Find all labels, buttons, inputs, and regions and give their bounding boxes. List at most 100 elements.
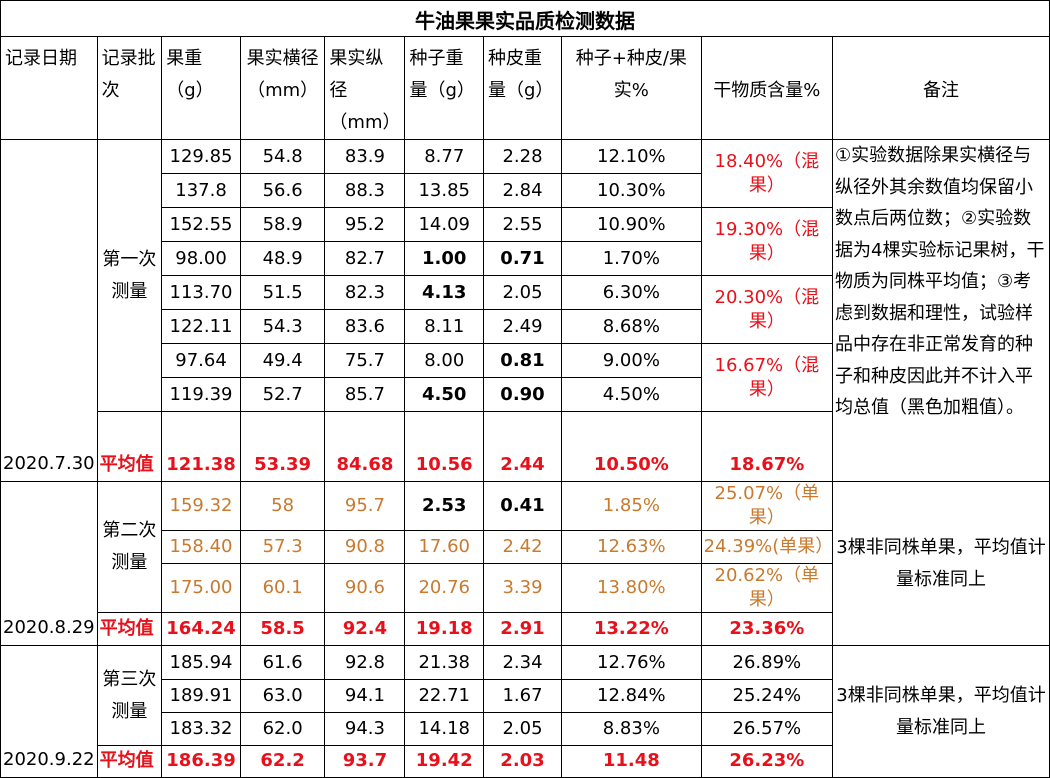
weight-cell: 183.32 — [161, 712, 241, 746]
table-row: 113.70 51.5 82.3 4.13 2.05 6.30% 20.30%（… — [1, 275, 1050, 344]
average-label: 平均值 — [96, 612, 163, 646]
peel-cell: 2.05 — [482, 275, 563, 310]
ratio-cell: 1.70% — [561, 241, 702, 276]
note-cell: 3棵非同株单果，平均值计量标准同上 — [832, 645, 1050, 778]
width-cell: 49.4 — [239, 343, 326, 378]
table-row: 183.32 62.0 94.3 14.18 2.05 8.83% 26.57% — [1, 712, 1050, 746]
header-ratio: 种子+种皮/果实% — [561, 36, 702, 140]
note-cell: 3棵非同株单果，平均值计量标准同上 — [832, 481, 1050, 646]
peel-cell: 2.05 — [482, 712, 563, 746]
seed-cell: 14.09 — [404, 207, 484, 242]
dry-cell: 20.30%（混果） — [700, 275, 834, 344]
header-row: 记录日期 记录批次 果重（g） 果实横径（mm） 果实纵径（mm） 种子重量（g… — [0, 36, 1050, 140]
length-cell: 92.8 — [324, 645, 406, 680]
width-cell: 60.1 — [239, 563, 326, 613]
ratio-cell: 1.85% — [561, 481, 702, 531]
length-cell: 85.7 — [324, 377, 406, 412]
width-cell: 57.3 — [239, 530, 326, 564]
length-cell: 90.8 — [324, 530, 406, 564]
dry-cell: 18.40%（混果） — [700, 139, 834, 208]
weight-cell: 98.00 — [161, 241, 241, 276]
table-row: 97.64 49.4 75.7 8.00 0.81 9.00% 16.67%（混… — [1, 343, 1050, 412]
header-peel: 种皮重量（g） — [482, 36, 563, 140]
width-cell: 52.7 — [239, 377, 326, 412]
header-dry: 干物质含量% — [700, 36, 834, 140]
table-row: 2020.7.30 第一次测量 129.85 54.8 83.9 8.77 2.… — [0, 139, 1050, 482]
width-cell: 58 — [239, 481, 326, 531]
dry-cell: 19.30%（混果） — [700, 207, 834, 276]
average-label: 平均值 — [96, 411, 163, 482]
seed-cell: 4.50 — [404, 377, 484, 412]
width-cell: 63.0 — [239, 679, 326, 713]
length-cell: 88.3 — [324, 173, 406, 208]
length-cell: 83.6 — [324, 309, 406, 344]
avg-length: 84.68 — [324, 411, 406, 482]
width-cell: 54.8 — [239, 139, 326, 174]
peel-cell: 2.49 — [482, 309, 563, 344]
ratio-cell: 13.80% — [561, 563, 702, 613]
length-cell: 94.1 — [324, 679, 406, 713]
length-cell: 94.3 — [324, 712, 406, 746]
seed-cell: 17.60 — [404, 530, 484, 564]
dry-cell: 16.67%（混果） — [700, 343, 834, 412]
width-cell: 51.5 — [239, 275, 326, 310]
peel-cell: 0.41 — [482, 481, 563, 531]
ratio-cell: 10.30% — [561, 173, 702, 208]
header-seed: 种子重量（g） — [404, 36, 484, 140]
table-row: 98.00 48.9 82.7 1.00 0.71 1.70% — [1, 241, 1050, 276]
average-label: 平均值 — [96, 745, 163, 778]
width-cell: 62.0 — [239, 712, 326, 746]
header-batch: 记录批次 — [96, 36, 163, 140]
date-cell: 2020.8.29 — [0, 481, 98, 646]
peel-cell: 0.71 — [482, 241, 563, 276]
avg-peel: 2.91 — [482, 612, 563, 646]
average-row: 平均值 121.38 53.39 84.68 10.56 2.44 10.50%… — [1, 411, 1050, 482]
weight-cell: 175.00 — [161, 563, 241, 613]
length-cell: 90.6 — [324, 563, 406, 613]
seed-cell: 8.77 — [404, 139, 484, 174]
dry-cell: 25.07%（单果） — [700, 481, 834, 531]
table-row: 122.11 54.3 83.6 8.11 2.49 8.68% — [1, 309, 1050, 344]
avg-ratio: 10.50% — [561, 411, 702, 482]
avg-ratio: 13.22% — [561, 612, 702, 646]
batch-cell: 第三次测量 — [96, 645, 163, 746]
header-weight: 果重（g） — [161, 36, 241, 140]
length-cell: 95.2 — [324, 207, 406, 242]
avg-seed: 10.56 — [404, 411, 484, 482]
peel-cell: 0.90 — [482, 377, 563, 412]
table-row: 2020.9.22 第三次测量 185.94 61.6 92.8 21.38 2… — [0, 645, 1050, 778]
seed-cell: 8.00 — [404, 343, 484, 378]
width-cell: 56.6 — [239, 173, 326, 208]
avg-peel: 2.44 — [482, 411, 563, 482]
avg-width: 58.5 — [239, 612, 326, 646]
average-row: 平均值 164.24 58.5 92.4 19.18 2.91 13.22% 2… — [1, 612, 1050, 646]
peel-cell: 2.34 — [482, 645, 563, 680]
weight-cell: 158.40 — [161, 530, 241, 564]
ratio-cell: 12.76% — [561, 645, 702, 680]
batch-cell: 第一次测量 — [96, 139, 163, 412]
ratio-cell: 4.50% — [561, 377, 702, 412]
seed-cell: 14.18 — [404, 712, 484, 746]
peel-cell: 2.84 — [482, 173, 563, 208]
table-row: 189.91 63.0 94.1 22.71 1.67 12.84% 25.24… — [1, 679, 1050, 713]
dry-cell: 26.89% — [700, 645, 834, 680]
dry-cell: 25.24% — [700, 679, 834, 713]
date-cell: 2020.9.22 — [0, 645, 98, 778]
avg-seed: 19.42 — [404, 745, 484, 778]
weight-cell: 97.64 — [161, 343, 241, 378]
avg-weight: 186.39 — [161, 745, 241, 778]
avg-width: 53.39 — [239, 411, 326, 482]
weight-cell: 119.39 — [161, 377, 241, 412]
seed-cell: 2.53 — [404, 481, 484, 531]
dry-cell: 24.39%(单果） — [700, 530, 834, 564]
avg-peel: 2.03 — [482, 745, 563, 778]
length-cell: 83.9 — [324, 139, 406, 174]
avg-seed: 19.18 — [404, 612, 484, 646]
table-row: 152.55 58.9 95.2 14.09 2.55 10.90% 19.30… — [1, 207, 1050, 276]
peel-cell: 0.81 — [482, 343, 563, 378]
weight-cell: 185.94 — [161, 645, 241, 680]
avg-ratio: 11.48 — [561, 745, 702, 778]
ratio-cell: 6.30% — [561, 275, 702, 310]
header-width: 果实横径（mm） — [239, 36, 326, 140]
